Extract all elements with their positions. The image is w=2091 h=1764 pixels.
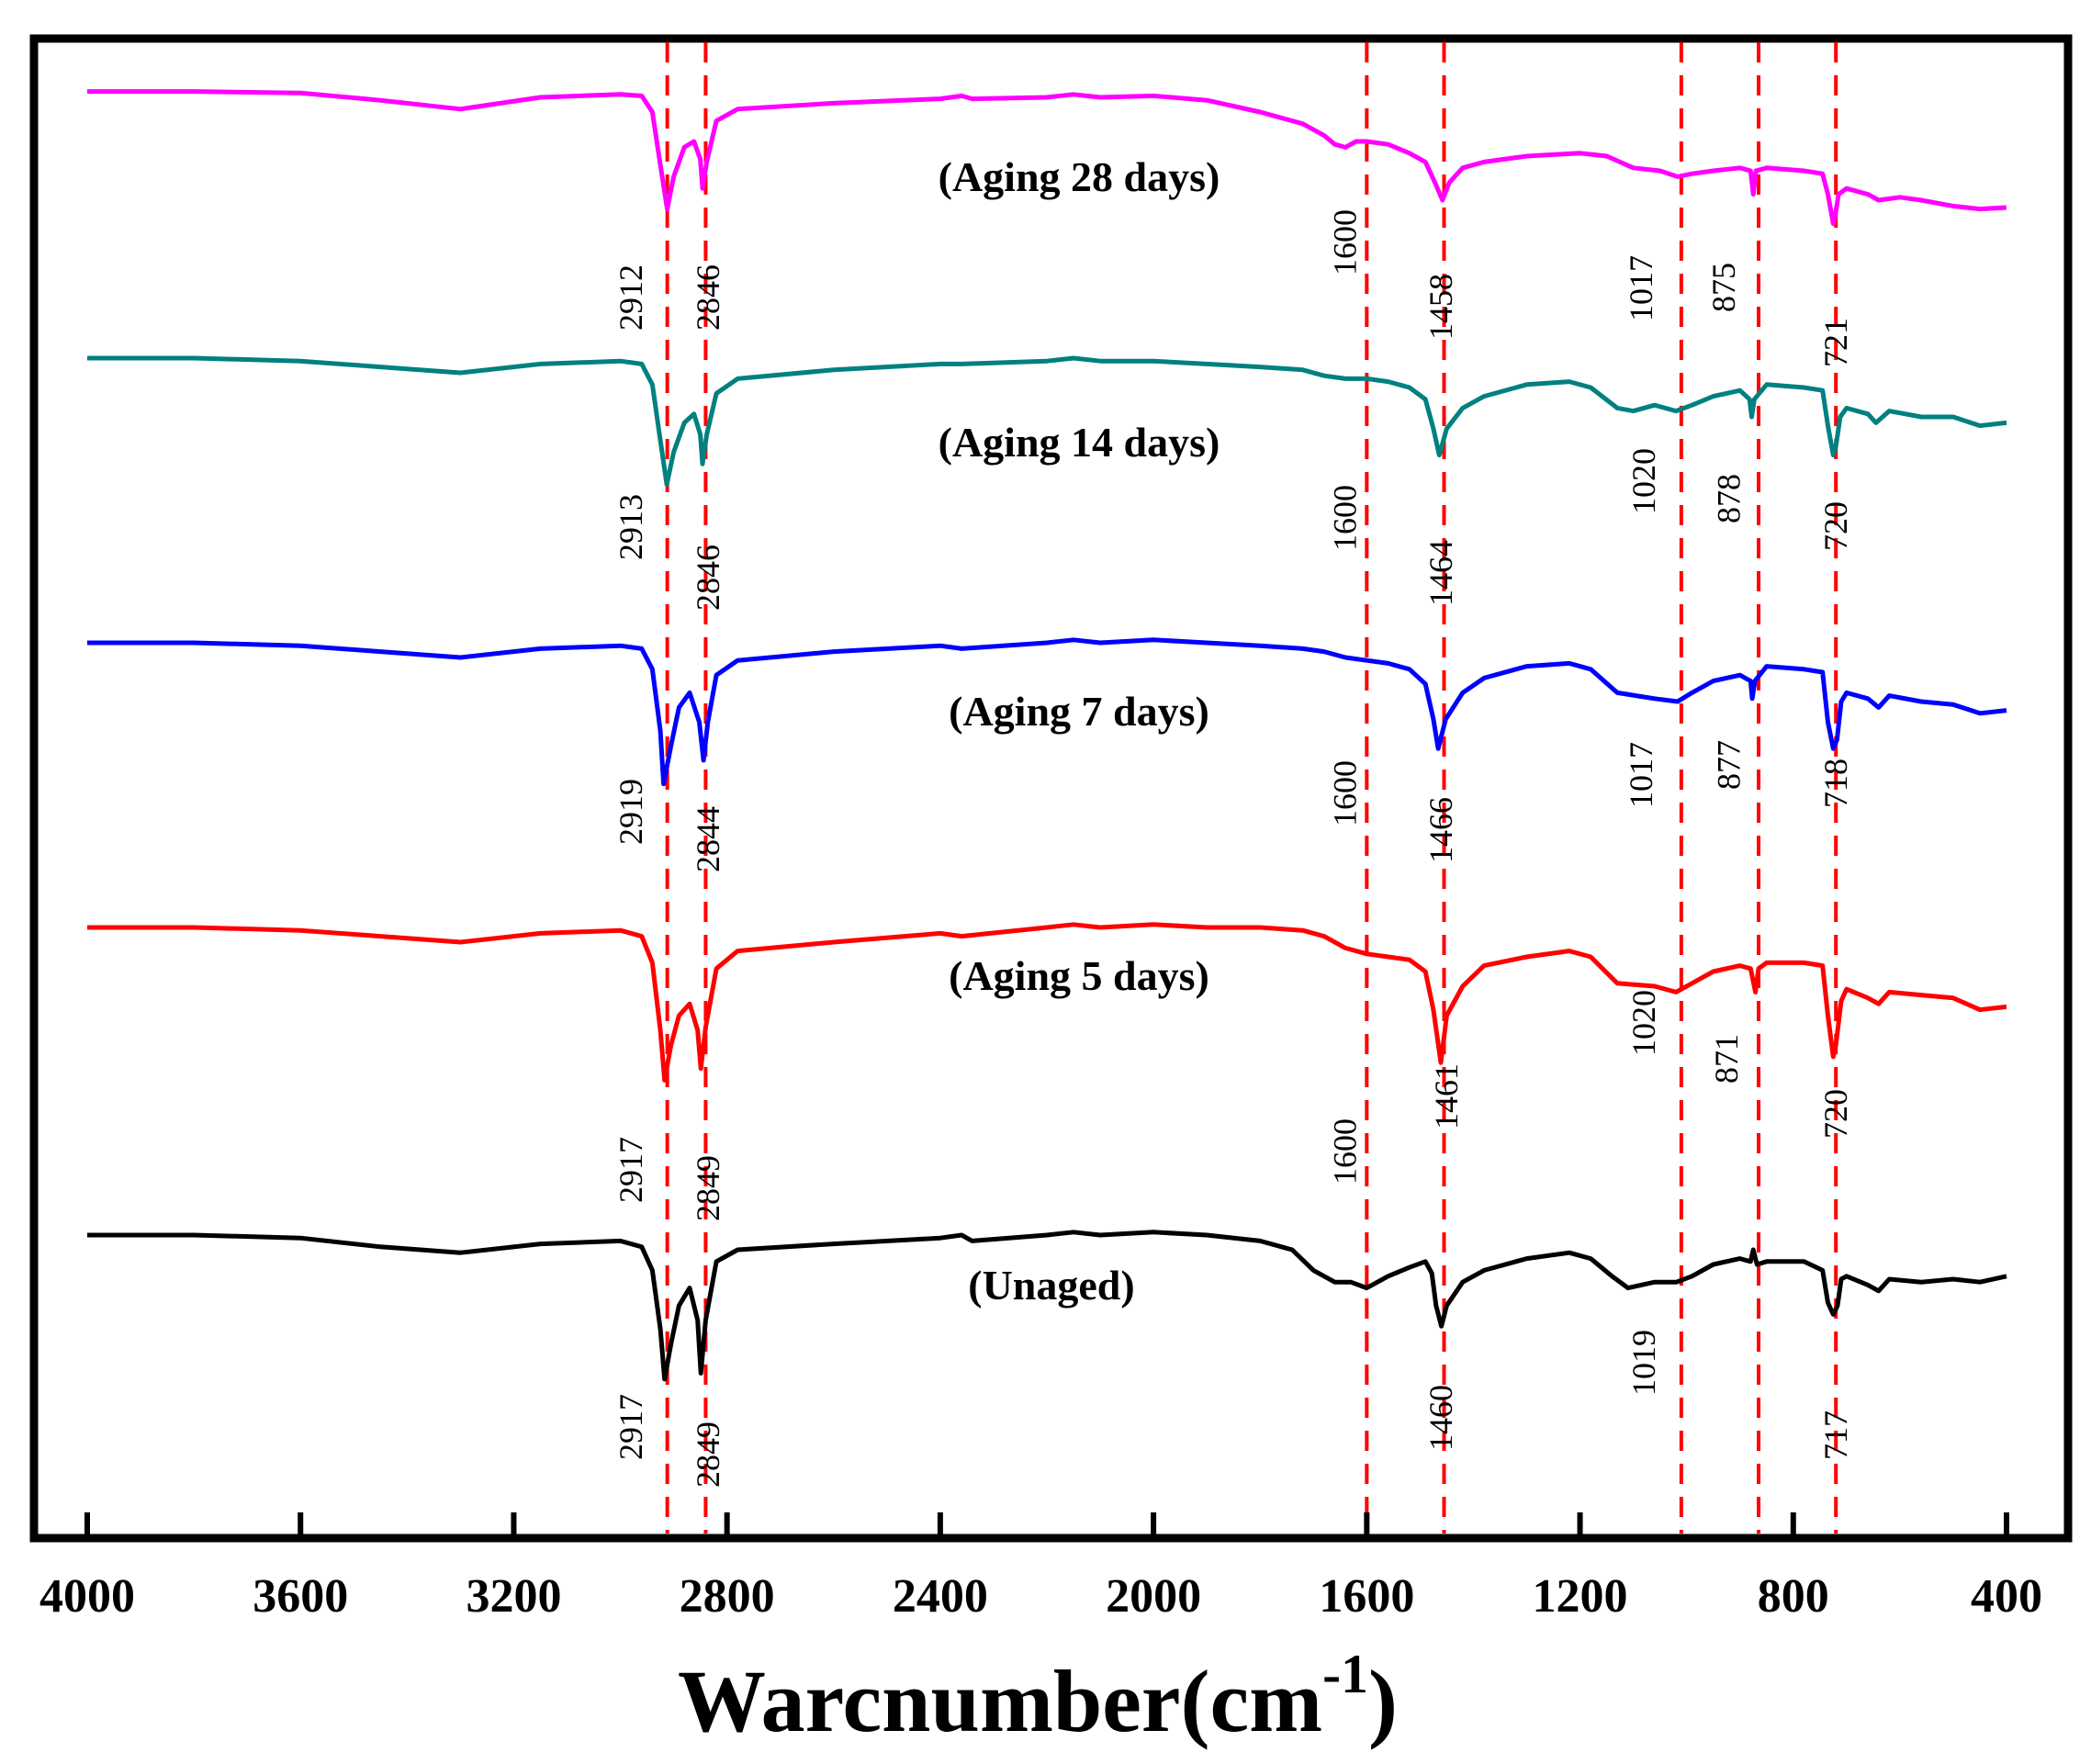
peak-label: 2913 — [613, 494, 649, 560]
peak-label: 2919 — [613, 779, 649, 845]
peak-label: 2917 — [613, 1137, 649, 1203]
x-axis-label: Warcnumber(cm-1) — [678, 1644, 1398, 1750]
x-tick-label: 3600 — [253, 1570, 348, 1623]
x-tick-label: 2000 — [1106, 1570, 1201, 1623]
series-name-label: (Aging 14 days) — [939, 419, 1220, 466]
x-tick-label: 1600 — [1319, 1570, 1414, 1623]
peak-label: 1600 — [1327, 760, 1364, 826]
x-tick-label: 2400 — [893, 1570, 988, 1623]
series-name-label: (Aging 5 days) — [949, 952, 1209, 999]
peak-label: 2844 — [690, 806, 726, 872]
x-axis-label-close: ) — [1368, 1652, 1398, 1750]
peak-label: 2846 — [690, 264, 726, 331]
x-axis: 4000 3600 3200 2800 2400 2000 1600 1200 800 400 — [39, 1512, 2042, 1623]
x-axis-label-sup: -1 — [1322, 1644, 1368, 1704]
x-tick-label: 1200 — [1533, 1570, 1628, 1623]
spectra — [87, 89, 2007, 1382]
peak-label: 1460 — [1422, 1385, 1459, 1451]
x-axis-label-main: Warcnumber(cm — [678, 1652, 1322, 1750]
x-tick-label: 4000 — [39, 1570, 135, 1623]
peak-label: 2912 — [613, 264, 649, 331]
series-line — [87, 1230, 2007, 1382]
x-tick-label: 400 — [1971, 1570, 2042, 1623]
x-tick-label: 2800 — [680, 1570, 775, 1623]
peak-label: 1600 — [1327, 485, 1364, 551]
series-line — [87, 922, 2007, 1083]
series-name-label: (Unaged) — [968, 1262, 1134, 1309]
peak-label: 1020 — [1625, 448, 1662, 514]
x-tick-label: 3200 — [466, 1570, 561, 1623]
peak-label: 720 — [1817, 1089, 1854, 1139]
peak-label: 2917 — [613, 1394, 649, 1460]
x-tick-label: 800 — [1758, 1570, 1829, 1623]
peak-label: 2849 — [690, 1421, 726, 1488]
peak-label: 1461 — [1428, 1063, 1465, 1129]
peak-label: 877 — [1711, 740, 1748, 790]
peak-label: 1017 — [1623, 255, 1659, 321]
series-line — [87, 355, 2007, 488]
peak-label: 1464 — [1422, 540, 1459, 606]
peak-label: 718 — [1817, 758, 1854, 808]
peak-label: 1600 — [1327, 209, 1364, 275]
peak-label: 720 — [1817, 501, 1854, 551]
peak-label: 1020 — [1625, 990, 1662, 1056]
series-line — [87, 637, 2007, 787]
peak-label: 875 — [1705, 263, 1742, 312]
peak-label: 1017 — [1623, 742, 1659, 808]
peak-label: 878 — [1711, 474, 1748, 523]
plot-frame — [29, 34, 2073, 1543]
series-name-label: (Aging 7 days) — [949, 688, 1209, 735]
peak-label: 1458 — [1422, 274, 1459, 340]
annotations: (Aging 28 days) (Aging 14 days) (Aging 7 d… — [613, 153, 1854, 1488]
peak-label: 721 — [1817, 318, 1854, 367]
series-line — [87, 89, 2007, 227]
peak-label: 2846 — [690, 545, 726, 611]
peak-label: 717 — [1817, 1410, 1854, 1460]
peak-label: 1019 — [1625, 1330, 1662, 1396]
peak-label: 2849 — [690, 1155, 726, 1221]
series-name-label: (Aging 28 days) — [939, 153, 1220, 200]
peak-label: 1466 — [1422, 797, 1459, 863]
reference-lines — [665, 42, 1838, 1534]
peak-label: 871 — [1708, 1034, 1745, 1084]
peak-label: 1600 — [1327, 1118, 1364, 1185]
